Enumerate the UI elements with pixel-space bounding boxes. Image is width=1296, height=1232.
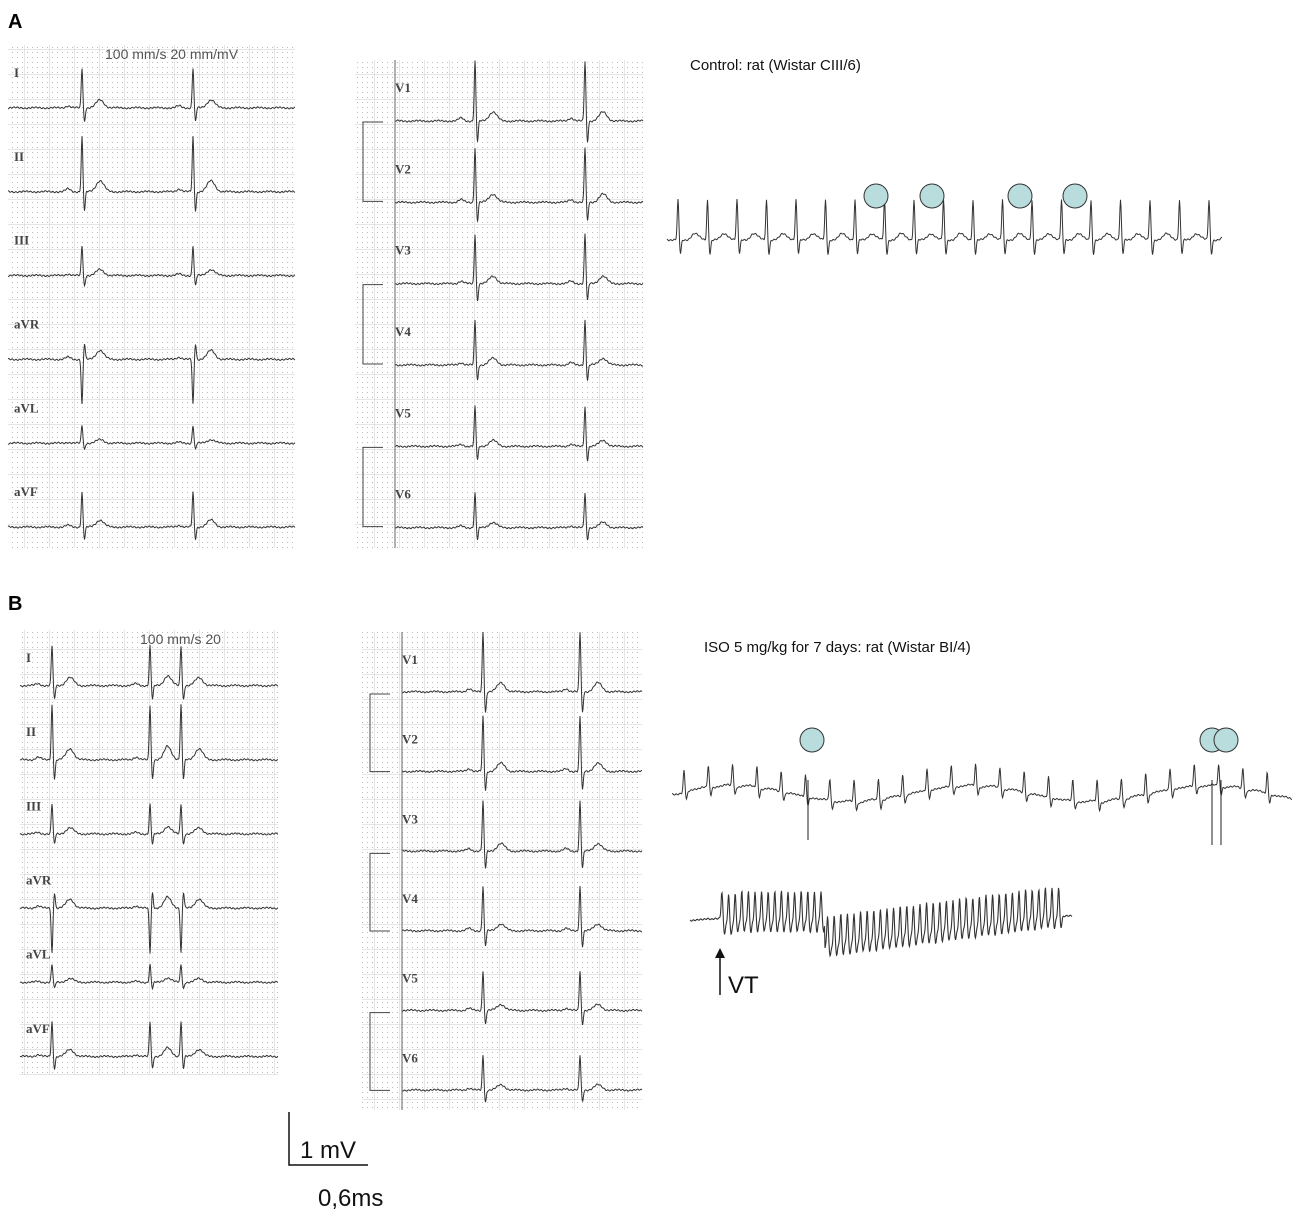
caption: Control: rat (Wistar CIII/6) xyxy=(690,57,861,74)
ecg-grid xyxy=(8,45,295,548)
recording-speed: 100 mm/s 20 xyxy=(140,631,221,647)
ecg-trace xyxy=(690,888,1072,956)
figure: AB100 mm/s 20 mm/mVIIIIIIaVRaVLaVFV1V2V3… xyxy=(0,0,1296,1232)
arrhythmia-label: VT xyxy=(728,972,759,999)
lead-label: III xyxy=(14,233,29,248)
ecg-grid xyxy=(355,60,643,548)
lead-label: V2 xyxy=(402,732,418,747)
lead-label: V4 xyxy=(402,891,418,906)
ecg-grid xyxy=(362,632,642,1110)
ecg-trace xyxy=(672,764,1292,811)
lead-label: II xyxy=(14,149,24,164)
lead-label: aVL xyxy=(26,947,51,962)
panel-label: B xyxy=(8,593,22,615)
lead-label: V5 xyxy=(395,405,411,420)
ectopic-marker xyxy=(920,184,944,208)
lead-label: V1 xyxy=(402,652,418,667)
arrow-head xyxy=(715,948,725,958)
ectopic-marker xyxy=(1063,184,1087,208)
lead-label: aVF xyxy=(14,484,38,499)
lead-label: V4 xyxy=(395,324,411,339)
lead-label: aVR xyxy=(26,873,52,888)
recording-speed: 100 mm/s 20 mm/mV xyxy=(105,46,239,62)
lead-label: aVR xyxy=(14,317,40,332)
caption: ISO 5 mg/kg for 7 days: rat (Wistar BI/4… xyxy=(704,639,971,656)
lead-label: V1 xyxy=(395,80,411,95)
scale-time: 0,6ms xyxy=(318,1185,383,1212)
lead-label: III xyxy=(26,798,41,813)
lead-label: aVL xyxy=(14,400,39,415)
lead-label: V2 xyxy=(395,161,411,176)
lead-label: V6 xyxy=(402,1050,418,1065)
ectopic-marker xyxy=(1214,728,1238,752)
lead-label: V5 xyxy=(402,971,418,986)
lead-label: V3 xyxy=(395,243,411,258)
ectopic-marker xyxy=(1008,184,1032,208)
ecg-trace xyxy=(667,199,1222,255)
ectopic-marker xyxy=(800,728,824,752)
ectopic-marker xyxy=(864,184,888,208)
lead-label: V3 xyxy=(402,811,418,826)
lead-label: II xyxy=(26,724,36,739)
lead-label: I xyxy=(26,650,31,665)
ecg-grid xyxy=(20,630,278,1075)
lead-label: V6 xyxy=(395,487,411,502)
panel-label: A xyxy=(8,11,22,33)
scale-amplitude: 1 mV xyxy=(300,1137,356,1164)
lead-label: aVF xyxy=(26,1021,50,1036)
lead-label: I xyxy=(14,65,19,80)
